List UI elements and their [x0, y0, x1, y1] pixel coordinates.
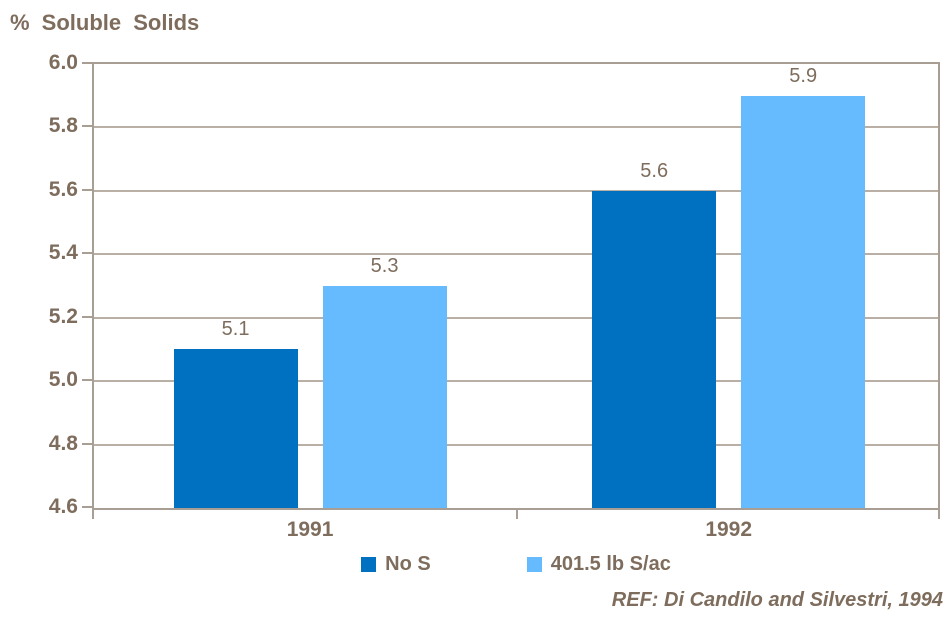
bar-1991-no-s — [173, 349, 298, 508]
gridline — [94, 316, 938, 319]
y-tick-label: 5.2 — [48, 304, 78, 328]
y-tick-mark — [82, 188, 92, 191]
gridline — [94, 380, 938, 383]
y-tick-mark — [82, 252, 92, 255]
x-tick-mark — [516, 510, 518, 519]
x-tick-mark — [92, 510, 94, 519]
y-tick-label: 5.0 — [48, 368, 78, 392]
legend: No S 401.5 lb S/ac — [92, 553, 940, 576]
y-tick-mark — [82, 379, 92, 382]
bar-1992-401.5-lb-s/ac — [741, 95, 866, 508]
x-tick-mark — [938, 510, 940, 519]
reference-citation: REF: Di Candilo and Silvestri, 1994 — [611, 589, 943, 611]
gridline — [94, 253, 938, 256]
x-category-label: 1991 — [286, 518, 334, 541]
legend-swatch-icon — [526, 557, 542, 572]
y-tick-mark — [82, 506, 92, 508]
y-tick-label: 6.0 — [48, 51, 78, 74]
gridline — [94, 189, 938, 192]
bar-1992-no-s — [592, 190, 717, 508]
legend-item-no-s: No S — [361, 553, 431, 576]
chart-title: % Soluble Solids — [10, 10, 200, 35]
legend-item-401.5-lb-s/ac: 401.5 lb S/ac — [526, 553, 671, 576]
y-tick-label: 5.6 — [48, 177, 78, 201]
y-tick-mark — [82, 62, 92, 64]
x-category-label: 1992 — [705, 518, 753, 541]
legend-label: No S — [385, 553, 431, 575]
bar-value-label: 5.6 — [640, 159, 669, 182]
y-tick-label: 5.8 — [48, 114, 78, 138]
y-tick-label: 4.6 — [48, 495, 78, 518]
legend-label: 401.5 lb S/ac — [550, 553, 671, 575]
y-tick-label: 5.4 — [48, 241, 78, 265]
gridline — [94, 443, 938, 446]
bar-value-label: 5.3 — [370, 255, 399, 277]
bar-value-label: 5.1 — [221, 318, 250, 341]
legend-swatch-icon — [361, 557, 377, 572]
y-tick-label: 4.8 — [48, 431, 78, 455]
plot-area — [92, 62, 940, 510]
y-tick-mark — [82, 125, 92, 128]
y-tick-mark — [82, 442, 92, 445]
bar-value-label: 5.9 — [789, 64, 818, 87]
y-tick-mark — [82, 315, 92, 318]
bar-1991-401.5-lb-s/ac — [322, 286, 447, 508]
gridline — [94, 126, 938, 129]
